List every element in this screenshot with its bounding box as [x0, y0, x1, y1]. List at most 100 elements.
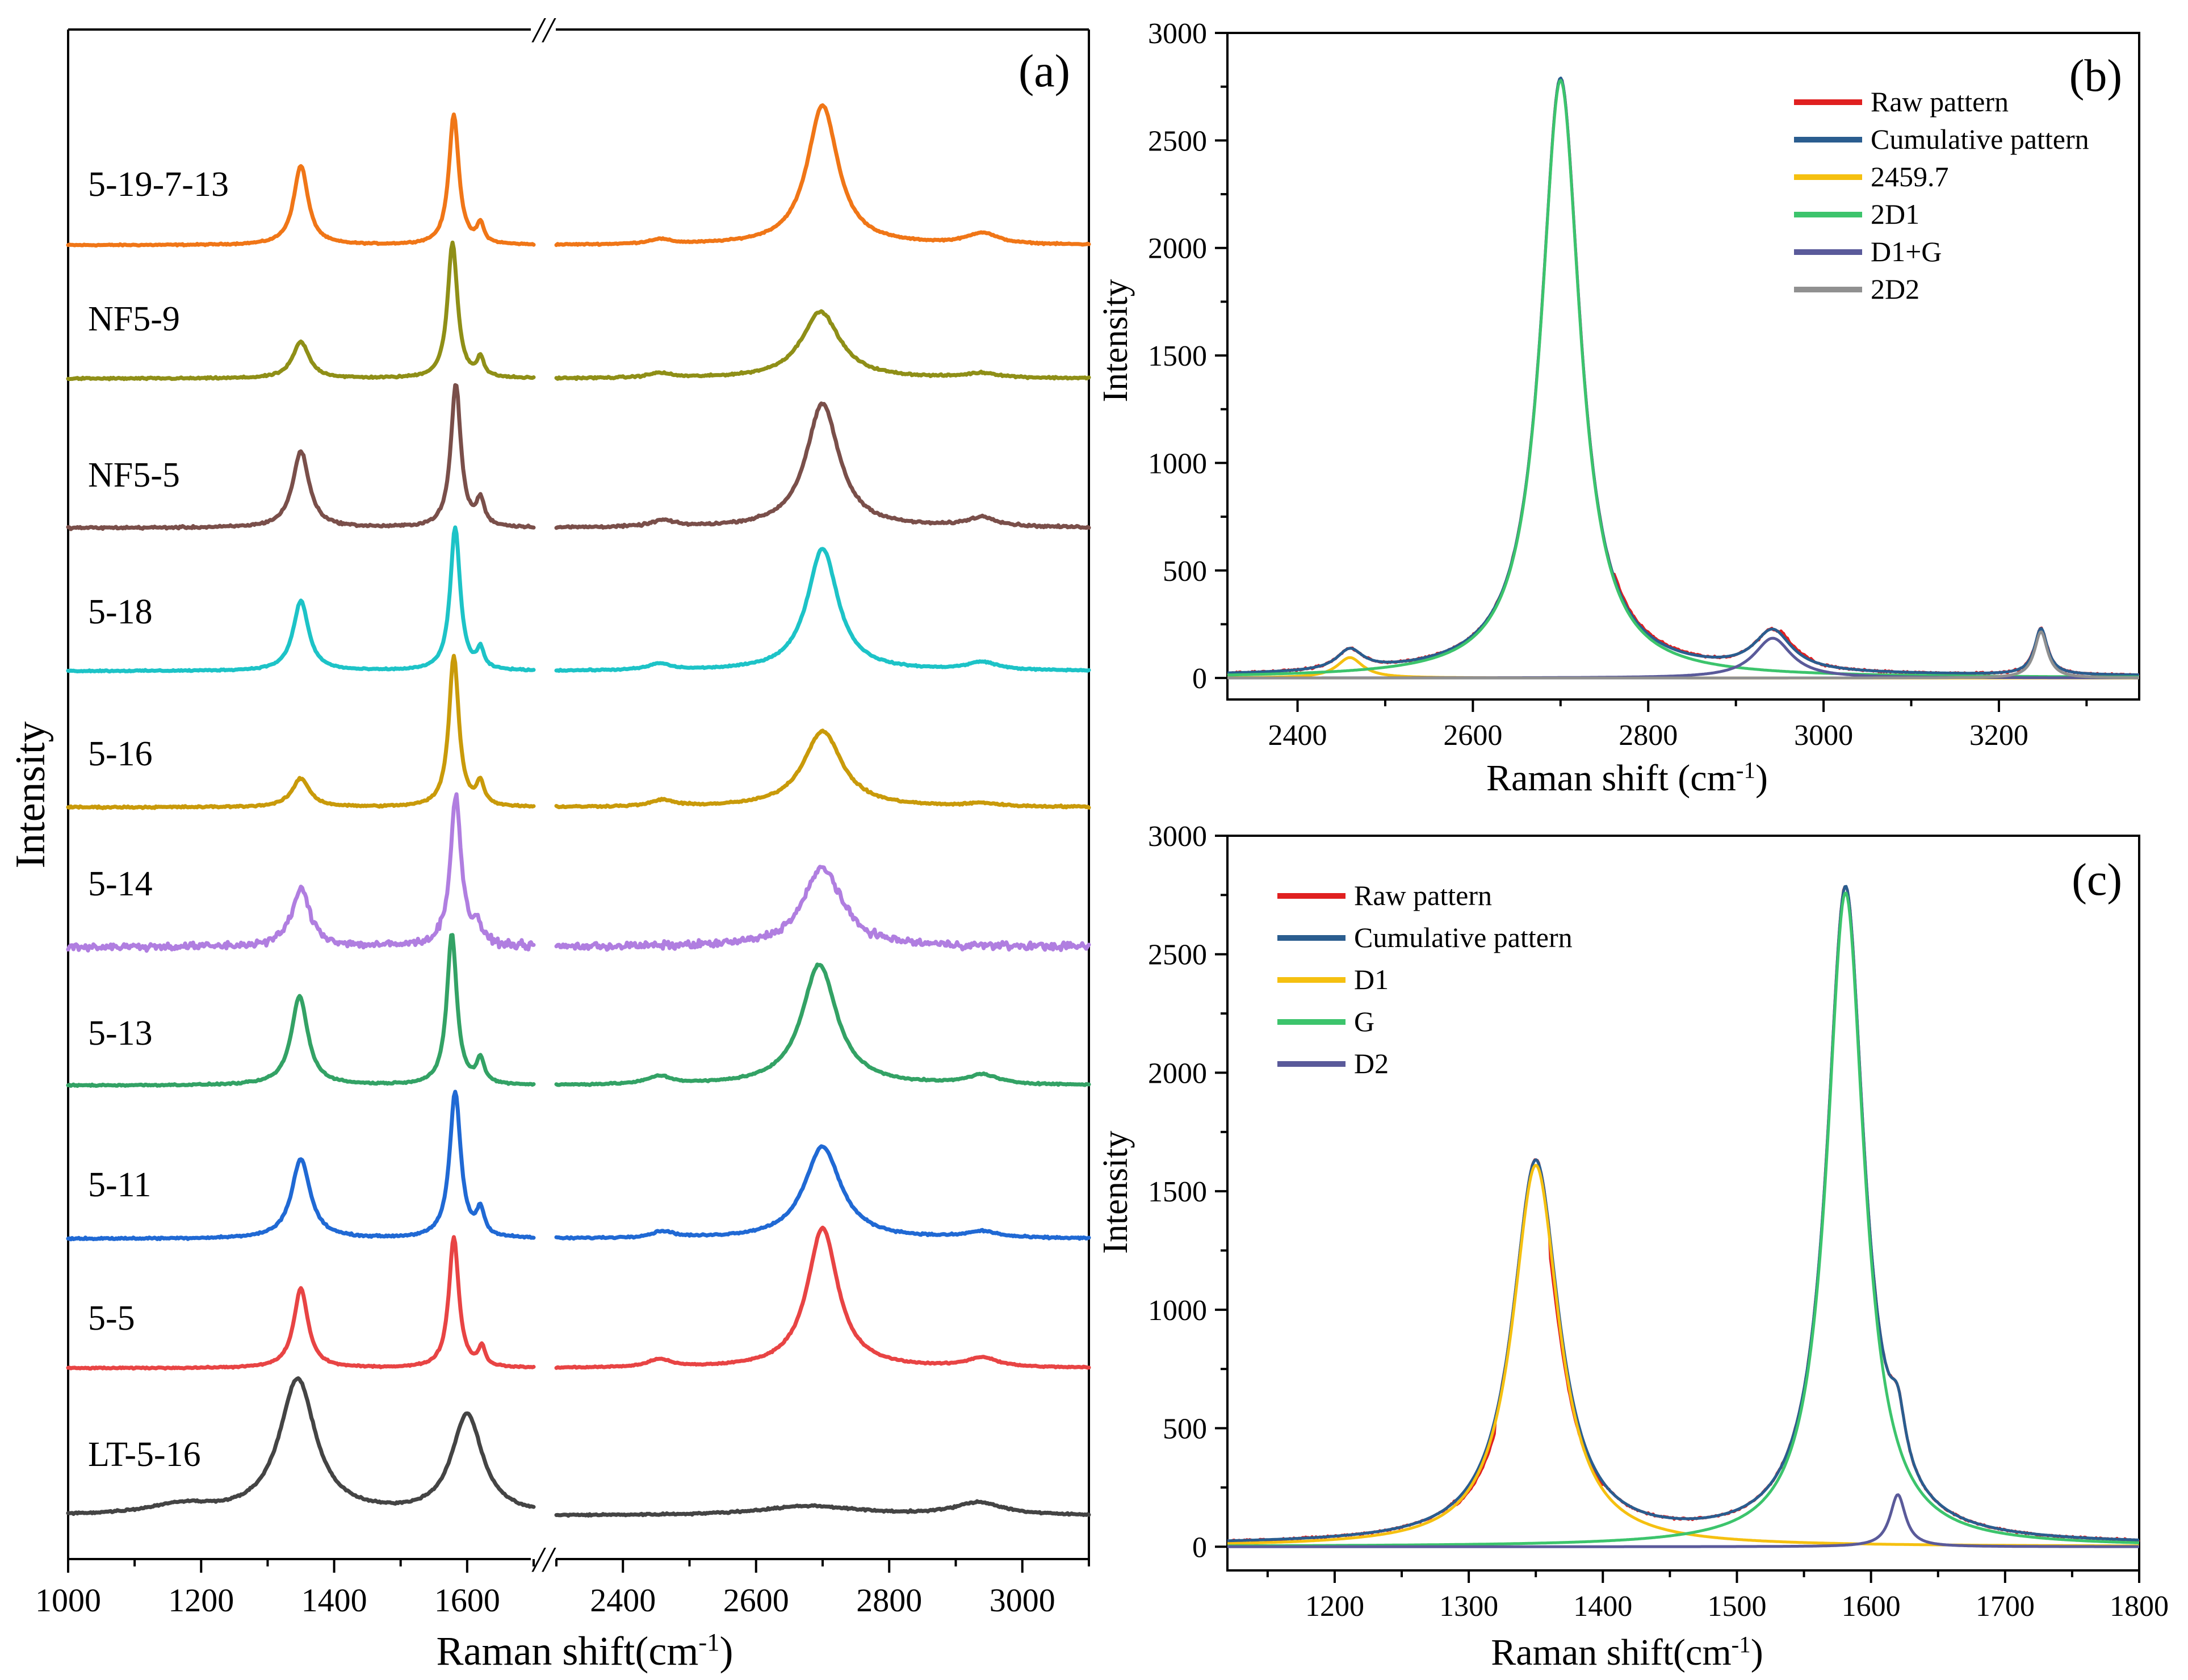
panel-b: 2400 2600 2800 3000 3200 0 500 1000 1500 2000 2500…	[1096, 18, 2140, 799]
axis-break-bottom: //	[531, 1539, 556, 1580]
legend-label-Raw pattern: Raw pattern	[1354, 879, 1492, 911]
series-label-LT-5-16: LT-5-16	[88, 1435, 201, 1474]
series-5-5-seg1	[66, 1235, 536, 1371]
legend-label-2459.7: 2459.7	[1871, 161, 1949, 192]
series-5-16-seg2	[554, 728, 1091, 810]
component-2D1-curve	[1227, 79, 2140, 678]
series-label-5-18: 5-18	[88, 593, 153, 631]
plot-frame	[1226, 835, 2140, 1572]
raw-pattern-curve	[1227, 77, 2140, 677]
series-5-16-seg1	[66, 653, 536, 810]
x-tick-label: 1600	[434, 1582, 500, 1619]
y-tick-label: 1000	[1148, 1294, 1207, 1327]
legend-label-2D2: 2D2	[1871, 273, 1919, 305]
x-tick-label: 1600	[1842, 1590, 1901, 1623]
series-NF5-9-seg1	[66, 240, 536, 382]
y-axis-label: Intensity	[7, 722, 54, 869]
y-tick-label: 3000	[1148, 820, 1207, 853]
x-axis-label: Raman shift(cm-1)	[436, 1628, 733, 1674]
legend-label-Cumulative pattern: Cumulative pattern	[1871, 123, 2089, 155]
y-tick-label: 500	[1163, 1413, 1207, 1446]
y-tick-label: 1500	[1148, 340, 1207, 372]
x-tick-label: 1500	[1707, 1590, 1766, 1623]
x-tick-label: 3000	[1794, 719, 1853, 752]
legend-label-2D1: 2D1	[1871, 198, 1919, 230]
x-tick-label: 2800	[856, 1582, 922, 1619]
x-tick-label: 1800	[2110, 1590, 2169, 1623]
series-LT-5-16-seg2	[554, 1499, 1091, 1518]
x-tick-label: 1000	[35, 1582, 101, 1619]
panel-label: (c)	[2072, 855, 2122, 905]
series-5-14-seg2	[554, 865, 1091, 952]
series-label-5-11: 5-11	[88, 1166, 151, 1204]
series-5-11-seg2	[554, 1144, 1091, 1241]
panel-a: // // 1000 1200 1400 1600 2400 2600 2800 3000 Rama…	[7, 10, 1091, 1674]
x-tick-label: 2400	[1268, 719, 1327, 752]
component-D2-curve	[1227, 1493, 2140, 1548]
legend-label-D1+G: D1+G	[1871, 236, 1942, 267]
series-label-5-5: 5-5	[88, 1299, 135, 1338]
series-5-18-seg2	[554, 547, 1091, 673]
y-tick-label: 0	[1192, 663, 1207, 695]
panel-c: 1200 1300 1400 1500 1600 1700 1800 0 500 1000 1500…	[1096, 820, 2169, 1673]
component-G-curve	[1227, 891, 2140, 1548]
legend-label-D1: D1	[1354, 963, 1389, 995]
series-label-5-13: 5-13	[88, 1014, 153, 1053]
y-axis-label: Intensity	[1096, 1131, 1135, 1254]
x-tick-label: 2800	[1619, 719, 1678, 752]
x-tick-label: 1300	[1439, 1590, 1498, 1623]
x-axis-label: Raman shift(cm-1)	[1491, 1632, 1763, 1674]
y-tick-label: 1500	[1148, 1176, 1207, 1208]
series-5-13-seg1	[66, 933, 536, 1088]
series-5-18-seg1	[66, 525, 536, 674]
series-NF5-5-seg1	[66, 383, 536, 531]
series-label-NF5-5: NF5-5	[88, 456, 180, 495]
x-tick-label: 1700	[1976, 1590, 2035, 1623]
x-tick-label: 3000	[990, 1582, 1055, 1619]
y-tick-label: 1000	[1148, 447, 1207, 480]
axis-break-top: //	[531, 10, 556, 50]
cumulative-pattern-curve	[1227, 885, 2140, 1543]
component-2D2-curve	[1227, 630, 2140, 680]
y-tick-label: 2000	[1148, 1057, 1207, 1090]
legend-label-Cumulative pattern: Cumulative pattern	[1354, 921, 1573, 953]
panel-label-a: (a)	[1018, 45, 1070, 97]
series-label-5-19-7-13: 5-19-7-13	[88, 165, 229, 204]
legend-label-D2: D2	[1354, 1048, 1389, 1079]
y-tick-label: 0	[1192, 1531, 1207, 1564]
series-label-5-14: 5-14	[88, 865, 153, 903]
x-tick-label: 3200	[1969, 719, 2028, 752]
y-axis-label: Intensity	[1096, 279, 1135, 403]
series-5-14-seg1	[66, 792, 536, 953]
series-5-13-seg2	[554, 962, 1091, 1087]
series-5-5-seg2	[554, 1225, 1091, 1370]
series-NF5-5-seg2	[554, 401, 1091, 530]
series-LT-5-16-seg1	[66, 1376, 536, 1516]
x-tick-label: 2600	[1443, 719, 1502, 752]
series-label-NF5-9: NF5-9	[88, 300, 180, 338]
y-tick-label: 2500	[1148, 125, 1207, 157]
panel-label: (b)	[2069, 51, 2122, 101]
series-5-19-7-13-seg2	[554, 103, 1091, 248]
component-D1-curve	[1227, 1163, 2140, 1548]
y-tick-label: 500	[1163, 555, 1207, 588]
y-tick-label: 2500	[1148, 939, 1207, 971]
legend-label-G: G	[1354, 1006, 1374, 1037]
x-tick-label: 1400	[1573, 1590, 1632, 1623]
series-5-11-seg1	[66, 1090, 536, 1242]
series-NF5-9-seg2	[554, 309, 1091, 381]
x-tick-label: 2600	[723, 1582, 789, 1619]
cumulative-pattern-curve	[1227, 76, 2140, 676]
x-tick-label: 2400	[590, 1582, 656, 1619]
series-label-5-16: 5-16	[88, 735, 153, 773]
legend-label-Raw pattern: Raw pattern	[1871, 86, 2009, 118]
x-tick-label: 1200	[1305, 1590, 1364, 1623]
x-axis-label: Raman shift (cm-1)	[1486, 757, 1768, 799]
y-tick-label: 3000	[1148, 18, 1207, 50]
x-tick-label: 1400	[301, 1582, 367, 1619]
plot-frame	[1226, 32, 2140, 701]
series-5-19-7-13-seg1	[66, 112, 536, 248]
y-tick-label: 2000	[1148, 233, 1207, 265]
x-tick-label: 1200	[168, 1582, 234, 1619]
